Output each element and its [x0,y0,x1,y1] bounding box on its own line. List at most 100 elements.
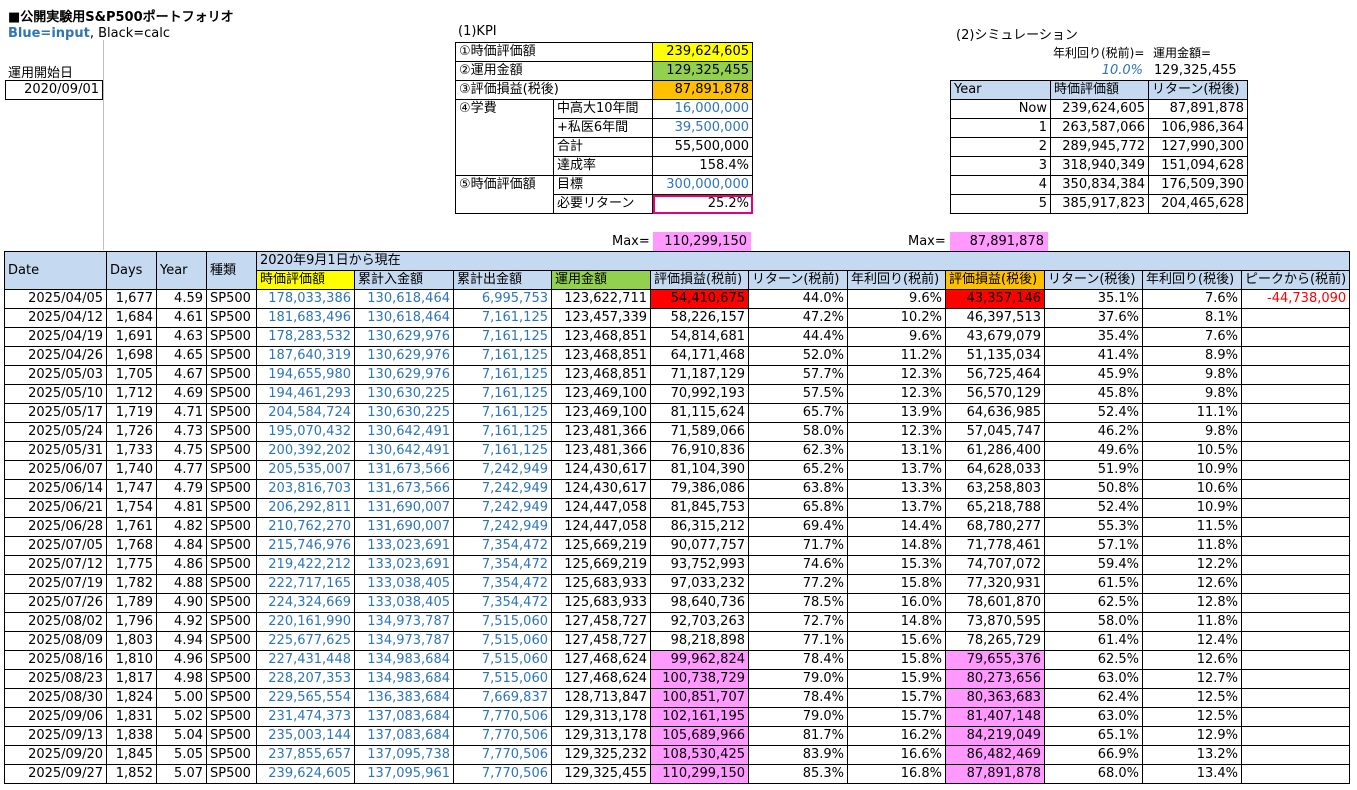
table-cell[interactable]: 13.7% [847,460,946,480]
table-cell[interactable]: 2025/05/17 [4,403,107,423]
table-cell[interactable]: 9.8% [1142,365,1242,385]
table-cell[interactable]: 124,430,617 [551,460,651,480]
table-cell[interactable]: 187,640,319 [256,346,355,366]
table-cell[interactable]: 9.8% [1142,422,1242,442]
table-cell[interactable]: 7,161,125 [453,346,552,366]
table-cell[interactable]: 1,719 [106,403,157,423]
table-cell[interactable]: 16.8% [847,764,946,784]
sim-cell[interactable]: 176,509,390 [1148,175,1248,195]
table-cell[interactable]: 129,313,178 [551,726,651,746]
table-cell[interactable]: 2025/07/05 [4,536,107,556]
table-cell[interactable]: 77,320,931 [945,574,1045,594]
table-cell[interactable]: 4.75 [156,441,207,461]
table-cell[interactable]: 131,673,566 [354,479,454,499]
table-cell[interactable]: 130,618,464 [354,308,454,328]
table-cell[interactable]: 181,683,496 [256,308,355,328]
table-cell[interactable]: 220,161,990 [256,612,355,632]
table-cell[interactable]: 4.84 [156,536,207,556]
table-cell[interactable]: 63,258,803 [945,479,1045,499]
table-cell[interactable] [1240,460,1351,480]
table-cell[interactable]: 14.8% [847,536,946,556]
table-cell[interactable]: 74,707,072 [945,555,1045,575]
table-cell[interactable]: 1,775 [106,555,157,575]
table-cell[interactable]: 1,705 [106,365,157,385]
table-cell[interactable]: 7,669,837 [453,688,552,708]
kpi-value[interactable]: 129,325,455 [652,61,753,81]
table-cell[interactable]: 78,601,870 [945,593,1045,613]
table-cell[interactable]: SP500 [206,593,257,613]
table-cell[interactable]: 4.63 [156,327,207,347]
table-cell[interactable]: 15.3% [847,555,946,575]
col-header[interactable]: リターン(税前) [748,270,848,290]
table-cell[interactable]: 7,770,506 [453,745,552,765]
table-cell[interactable] [1240,688,1351,708]
table-cell[interactable]: 123,468,851 [551,346,651,366]
table-cell[interactable]: 219,422,212 [256,555,355,575]
table-cell[interactable]: 86,482,469 [945,745,1045,765]
table-cell[interactable]: 100,851,707 [650,688,749,708]
table-cell[interactable]: 57,045,747 [945,422,1045,442]
table-cell[interactable]: 1,677 [106,289,157,309]
table-cell[interactable]: 210,762,270 [256,517,355,537]
table-cell[interactable]: 12.3% [847,365,946,385]
table-cell[interactable]: 46.2% [1044,422,1143,442]
table-cell[interactable]: 2025/04/12 [4,308,107,328]
table-cell[interactable]: 2025/09/20 [4,745,107,765]
table-cell[interactable]: 4.81 [156,498,207,518]
table-cell[interactable]: 12.6% [1142,650,1242,670]
table-cell[interactable]: 65,218,788 [945,498,1045,518]
table-cell[interactable]: 127,458,727 [551,612,651,632]
sim-amount-value[interactable]: 129,325,455 [1154,63,1237,78]
table-cell[interactable]: SP500 [206,441,257,461]
table-cell[interactable]: 45.8% [1044,384,1143,404]
table-cell[interactable]: 68,780,277 [945,517,1045,537]
table-cell[interactable]: 15.8% [847,650,946,670]
table-cell[interactable]: 99,962,824 [650,650,749,670]
table-cell[interactable]: -44,738,090 [1240,289,1351,309]
table-cell[interactable]: 7.6% [1142,327,1242,347]
table-cell[interactable]: 4.88 [156,574,207,594]
table-cell[interactable]: 134,983,684 [354,650,454,670]
table-cell[interactable]: 203,816,703 [256,479,355,499]
table-cell[interactable]: 81,845,753 [650,498,749,518]
table-cell[interactable]: 72.7% [748,612,848,632]
table-cell[interactable]: 57.1% [1044,536,1143,556]
table-cell[interactable]: 2025/06/07 [4,460,107,480]
table-cell[interactable]: 129,325,232 [551,745,651,765]
table-cell[interactable]: 11.8% [1142,612,1242,632]
table-cell[interactable]: 8.1% [1142,308,1242,328]
table-cell[interactable]: 7,161,125 [453,308,552,328]
table-cell[interactable]: 11.8% [1142,536,1242,556]
table-cell[interactable]: 10.9% [1142,498,1242,518]
table-cell[interactable]: 2025/06/28 [4,517,107,537]
table-cell[interactable]: 52.4% [1044,403,1143,423]
table-cell[interactable]: 225,677,625 [256,631,355,651]
table-cell[interactable]: 239,624,605 [256,764,355,784]
table-cell[interactable]: 105,689,966 [650,726,749,746]
col-header[interactable]: 累計入金額 [354,270,454,290]
table-cell[interactable] [1240,612,1351,632]
table-cell[interactable]: 59.4% [1044,555,1143,575]
table-cell[interactable]: 1,698 [106,346,157,366]
table-cell[interactable]: 229,565,554 [256,688,355,708]
table-cell[interactable]: 195,070,432 [256,422,355,442]
table-cell[interactable]: 130,642,491 [354,422,454,442]
table-cell[interactable]: 2025/05/10 [4,384,107,404]
table-cell[interactable]: 1,740 [106,460,157,480]
table-cell[interactable]: 73,870,595 [945,612,1045,632]
table-cell[interactable]: 93,752,993 [650,555,749,575]
table-cell[interactable]: 200,392,202 [256,441,355,461]
table-cell[interactable]: 2025/05/24 [4,422,107,442]
table-cell[interactable]: SP500 [206,498,257,518]
col-header[interactable]: Days [106,251,157,290]
table-cell[interactable] [1240,441,1351,461]
table-cell[interactable] [1240,498,1351,518]
table-cell[interactable]: SP500 [206,384,257,404]
table-cell[interactable]: 4.82 [156,517,207,537]
table-cell[interactable]: 100,738,729 [650,669,749,689]
table-cell[interactable]: 130,642,491 [354,441,454,461]
table-cell[interactable]: 98,640,736 [650,593,749,613]
table-cell[interactable]: 14.4% [847,517,946,537]
table-cell[interactable]: 124,447,058 [551,517,651,537]
table-cell[interactable]: 4.90 [156,593,207,613]
